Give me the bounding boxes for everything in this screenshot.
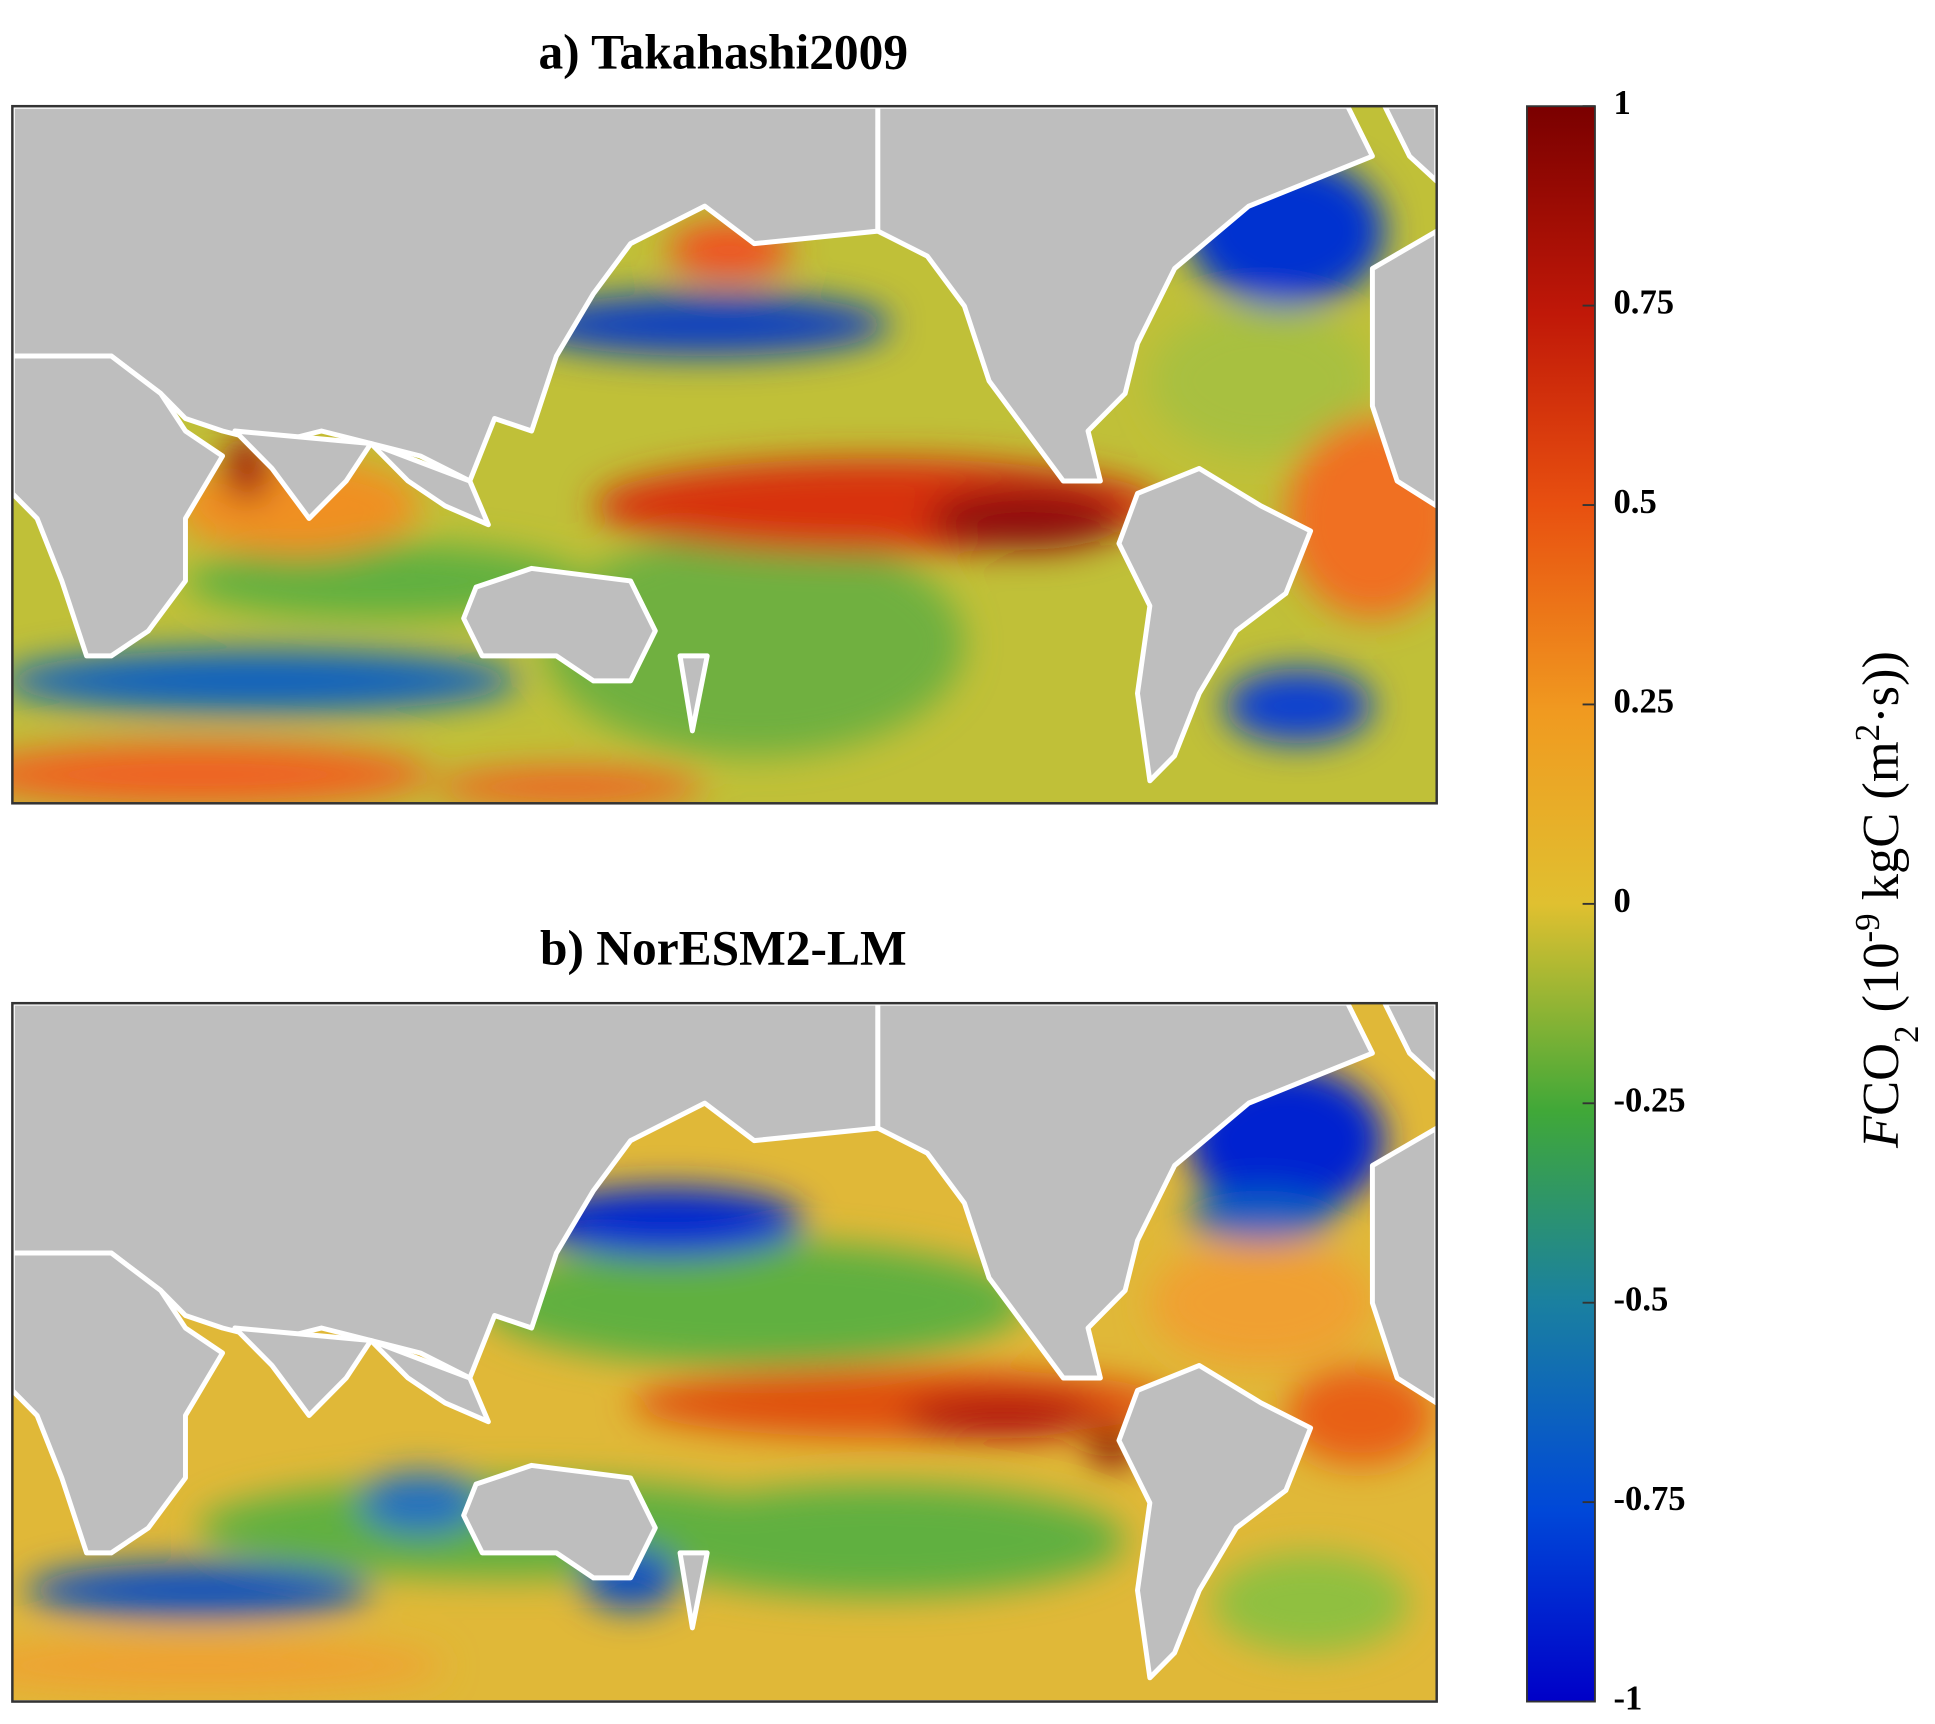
- colorbar: 1 0.75 0.5 0.25 0 -0.25 -0.5 -0.75 -1: [1526, 83, 1686, 1718]
- colorbar-tick-label: 0.5: [1614, 482, 1657, 521]
- label-part: F: [1852, 1115, 1910, 1149]
- label-part: 2: [1848, 724, 1887, 741]
- colorbar-tick-label: 0.25: [1614, 681, 1675, 720]
- panel-title: b) NorESM2-LM: [540, 920, 907, 975]
- colorbar-tick-label: -0.5: [1614, 1280, 1669, 1319]
- colorbar-tick-label: 0: [1614, 881, 1631, 920]
- label-part: kgC (m: [1852, 741, 1910, 913]
- panel-title: a) Takahashi2009: [538, 24, 908, 79]
- colorbar-tick-label: -1: [1614, 1678, 1643, 1717]
- colorbar-tick-label: 1: [1614, 83, 1631, 122]
- label-part: CO: [1852, 1043, 1910, 1116]
- colorbar-label: FCO2 (10-9 kgC (m2·s)): [1848, 651, 1926, 1149]
- label-part: 2: [1886, 1026, 1925, 1043]
- label-part: -9: [1848, 913, 1887, 942]
- label-part: (10: [1852, 942, 1910, 1025]
- colorbar-tick-label: -0.25: [1614, 1080, 1686, 1119]
- colorbar-tick-label: 0.75: [1614, 282, 1675, 321]
- label-part: ·s)): [1852, 651, 1910, 724]
- map-panel: [11, 104, 1438, 805]
- map-panel: [11, 1001, 1438, 1703]
- colorbar-tick-label: -0.75: [1614, 1479, 1686, 1518]
